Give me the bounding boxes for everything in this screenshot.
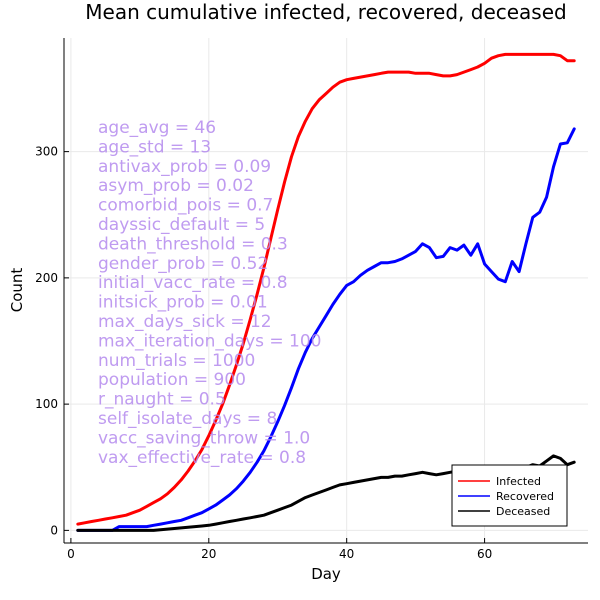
legend-label: Infected xyxy=(496,475,541,488)
parameter-annotation: max_iteration_days = 100 xyxy=(98,331,321,351)
series-line-infected xyxy=(76,52,576,526)
parameter-annotation: initsick_prob = 0.01 xyxy=(98,293,268,313)
y-tick-label: 0 xyxy=(50,523,58,537)
legend-label: Recovered xyxy=(496,490,554,503)
parameter-annotation: vacc_saving_throw = 1.0 xyxy=(98,428,310,448)
parameter-annotation: comorbid_pois = 0.7 xyxy=(98,196,273,216)
x-tick-label: 0 xyxy=(67,547,75,561)
chart-title: Mean cumulative infected, recovered, dec… xyxy=(85,0,566,24)
parameter-annotation: age_std = 13 xyxy=(98,137,211,157)
parameter-annotation: asym_prob = 0.02 xyxy=(98,176,254,196)
parameter-annotation: population = 900 xyxy=(98,370,246,390)
parameter-annotation: initial_vacc_rate = 0.8 xyxy=(98,273,288,293)
series-line-recovered xyxy=(76,127,576,532)
y-tick-label: 300 xyxy=(35,145,58,159)
x-tick-label: 20 xyxy=(201,547,216,561)
y-tick-label: 200 xyxy=(35,271,58,285)
y-tick-label: 100 xyxy=(35,397,58,411)
parameter-annotation: death_threshold = 0.3 xyxy=(98,234,288,254)
parameter-annotation: age_avg = 46 xyxy=(98,118,216,138)
legend-label: Deceased xyxy=(496,505,550,518)
parameter-annotation: antivax_prob = 0.09 xyxy=(98,157,271,177)
parameter-annotation: self_isolate_days = 8 xyxy=(98,409,277,429)
parameter-annotation: max_days_sick = 12 xyxy=(98,312,272,332)
y-axis-label: Count xyxy=(8,268,26,313)
parameter-annotation: r_naught = 0.5 xyxy=(98,390,226,410)
x-tick-label: 40 xyxy=(339,547,354,561)
x-tick-label: 60 xyxy=(477,547,492,561)
parameter-annotation: vax_effective_rate = 0.8 xyxy=(98,448,306,468)
parameter-annotation: gender_prob = 0.52 xyxy=(98,254,268,274)
x-axis-label: Day xyxy=(311,565,341,583)
parameter-annotation: num_trials = 1000 xyxy=(98,351,255,371)
parameter-annotation: dayssic_default = 5 xyxy=(98,215,265,235)
